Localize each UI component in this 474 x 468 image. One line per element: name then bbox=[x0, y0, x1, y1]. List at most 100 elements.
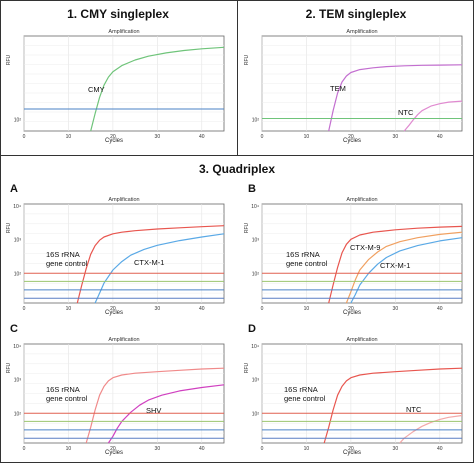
curve-annotation: NTC bbox=[406, 405, 422, 414]
curve-annotation: 16S rRNA gene control bbox=[46, 250, 88, 268]
x-tick-label: 40 bbox=[199, 446, 205, 452]
y-tick-label: 10³ bbox=[14, 238, 22, 244]
x-tick-label: 0 bbox=[261, 306, 264, 312]
x-tick-label: 40 bbox=[199, 306, 205, 312]
curve-annotation: SHV bbox=[146, 406, 161, 415]
panel-letter-a: A bbox=[10, 183, 18, 195]
x-tick-label: 40 bbox=[437, 446, 443, 452]
x-tick-label: 0 bbox=[261, 134, 264, 140]
x-tick-label: 20 bbox=[110, 134, 116, 140]
x-tick-label: 30 bbox=[155, 446, 161, 452]
x-tick-label: 10 bbox=[304, 134, 310, 140]
x-tick-label: 30 bbox=[393, 134, 399, 140]
y-tick-label: 10² bbox=[252, 118, 260, 124]
x-axis-label: Cycles bbox=[105, 138, 123, 144]
x-axis-label: Cycles bbox=[343, 450, 361, 456]
x-tick-label: 10 bbox=[304, 446, 310, 452]
y-tick-label: 10⁴ bbox=[251, 344, 259, 350]
curve-annotation-line: CMY bbox=[88, 85, 105, 94]
y-axis-label: RFU bbox=[6, 54, 12, 65]
series-line-shv bbox=[107, 384, 225, 444]
curve-annotation: TEM bbox=[330, 84, 346, 93]
panel-letter-c: C bbox=[10, 323, 18, 335]
chart-title: Amplification bbox=[108, 197, 139, 203]
y-tick-label: 10³ bbox=[14, 378, 22, 384]
y-tick-label: 10² bbox=[14, 411, 22, 417]
curve-annotation-line: gene control bbox=[284, 394, 326, 403]
x-tick-label: 30 bbox=[393, 446, 399, 452]
x-tick-label: 40 bbox=[199, 134, 205, 140]
x-tick-label: 20 bbox=[348, 446, 354, 452]
x-tick-label: 20 bbox=[348, 134, 354, 140]
chart-title: Amplification bbox=[346, 337, 377, 343]
curve-annotation-line: NTC bbox=[398, 108, 414, 117]
curve-annotation-line: 16S rRNA bbox=[284, 385, 318, 394]
x-axis-label: Cycles bbox=[105, 310, 123, 316]
y-tick-label: 10² bbox=[14, 118, 22, 124]
panel-letter-d: D bbox=[248, 323, 256, 335]
y-tick-label: 10³ bbox=[252, 378, 260, 384]
y-tick-label: 10² bbox=[14, 271, 22, 277]
x-tick-label: 10 bbox=[66, 134, 72, 140]
series-line-16s-rrna-gene-control bbox=[76, 225, 225, 304]
curve-annotation: 16S rRNA gene control bbox=[286, 250, 328, 268]
x-tick-label: 0 bbox=[261, 446, 264, 452]
y-axis-label: RFU bbox=[244, 222, 250, 233]
x-tick-label: 20 bbox=[110, 446, 116, 452]
chart-panel-tem: 0 10 20 30 40 10² Amplification Cycles RFU bbox=[244, 29, 463, 144]
series-line-16s-rrna-gene-control bbox=[323, 367, 463, 444]
chart-title: Amplification bbox=[346, 29, 377, 35]
chart-title: Amplification bbox=[108, 29, 139, 35]
y-axis-label: RFU bbox=[6, 222, 12, 233]
y-tick-label: 10² bbox=[252, 271, 260, 277]
x-tick-label: 10 bbox=[66, 306, 72, 312]
curve-annotation-line: 16S rRNA bbox=[46, 250, 80, 259]
x-axis-label: Cycles bbox=[343, 310, 361, 316]
y-axis-label: RFU bbox=[244, 362, 250, 373]
series-line-ctx-m-1 bbox=[94, 233, 225, 304]
x-axis-label: Cycles bbox=[105, 450, 123, 456]
x-tick-label: 20 bbox=[348, 306, 354, 312]
curve-annotation-line: CTX-M-9 bbox=[350, 243, 380, 252]
y-axis-label: RFU bbox=[244, 54, 250, 65]
chart-panel-c: 0 10 20 30 40 10⁴ 10³ 10² Amplification Cycles RFU bbox=[6, 337, 225, 456]
x-tick-label: 30 bbox=[393, 306, 399, 312]
chart-title: Amplification bbox=[346, 197, 377, 203]
y-tick-label: 10⁴ bbox=[13, 344, 21, 350]
series-line-ntc bbox=[403, 100, 463, 132]
series-line-ntc bbox=[399, 414, 463, 444]
curve-annotation-line: CTX-M-1 bbox=[134, 258, 164, 267]
curve-annotation-line: TEM bbox=[330, 84, 346, 93]
section-title-quadriplex: 3. Quadriplex bbox=[199, 162, 275, 176]
y-tick-label: 10² bbox=[252, 411, 260, 417]
chart-panel-a: 0 10 20 30 40 10⁴ 10³ 10² Amplification Cycles RFU bbox=[6, 197, 225, 316]
curve-annotation-line: NTC bbox=[406, 405, 422, 414]
curve-annotation-line: gene control bbox=[46, 259, 88, 268]
x-tick-label: 40 bbox=[437, 134, 443, 140]
curve-annotation-line: SHV bbox=[146, 406, 161, 415]
x-tick-label: 30 bbox=[155, 134, 161, 140]
series-line-16s-rrna-gene-control bbox=[328, 225, 463, 304]
curve-annotation: NTC bbox=[398, 108, 414, 117]
curve-annotation-line: 16S rRNA bbox=[286, 250, 320, 259]
y-tick-label: 10⁴ bbox=[13, 204, 21, 210]
series-line-tem bbox=[328, 64, 463, 132]
curve-annotation: CMY bbox=[88, 85, 105, 94]
panel-letter-b: B bbox=[248, 183, 256, 195]
x-tick-label: 10 bbox=[304, 306, 310, 312]
curve-annotation-line: gene control bbox=[286, 259, 328, 268]
x-tick-label: 0 bbox=[23, 446, 26, 452]
chart-panel-cmy: 0 10 20 30 40 10² Amplification Cycles RFU bbox=[6, 29, 225, 144]
y-tick-label: 10⁴ bbox=[251, 204, 259, 210]
section-title-tem: 2. TEM singleplex bbox=[306, 7, 407, 21]
x-tick-label: 10 bbox=[66, 446, 72, 452]
x-tick-label: 20 bbox=[110, 306, 116, 312]
x-axis-label: Cycles bbox=[343, 138, 361, 144]
x-tick-label: 40 bbox=[437, 306, 443, 312]
series-line-16s-rrna-gene-control bbox=[85, 367, 225, 444]
chart-panel-b: 0 10 20 30 40 10⁴ 10³ 10² Amplification Cycles RFU bbox=[244, 197, 463, 316]
curve-annotation-line: CTX-M-1 bbox=[380, 261, 410, 270]
